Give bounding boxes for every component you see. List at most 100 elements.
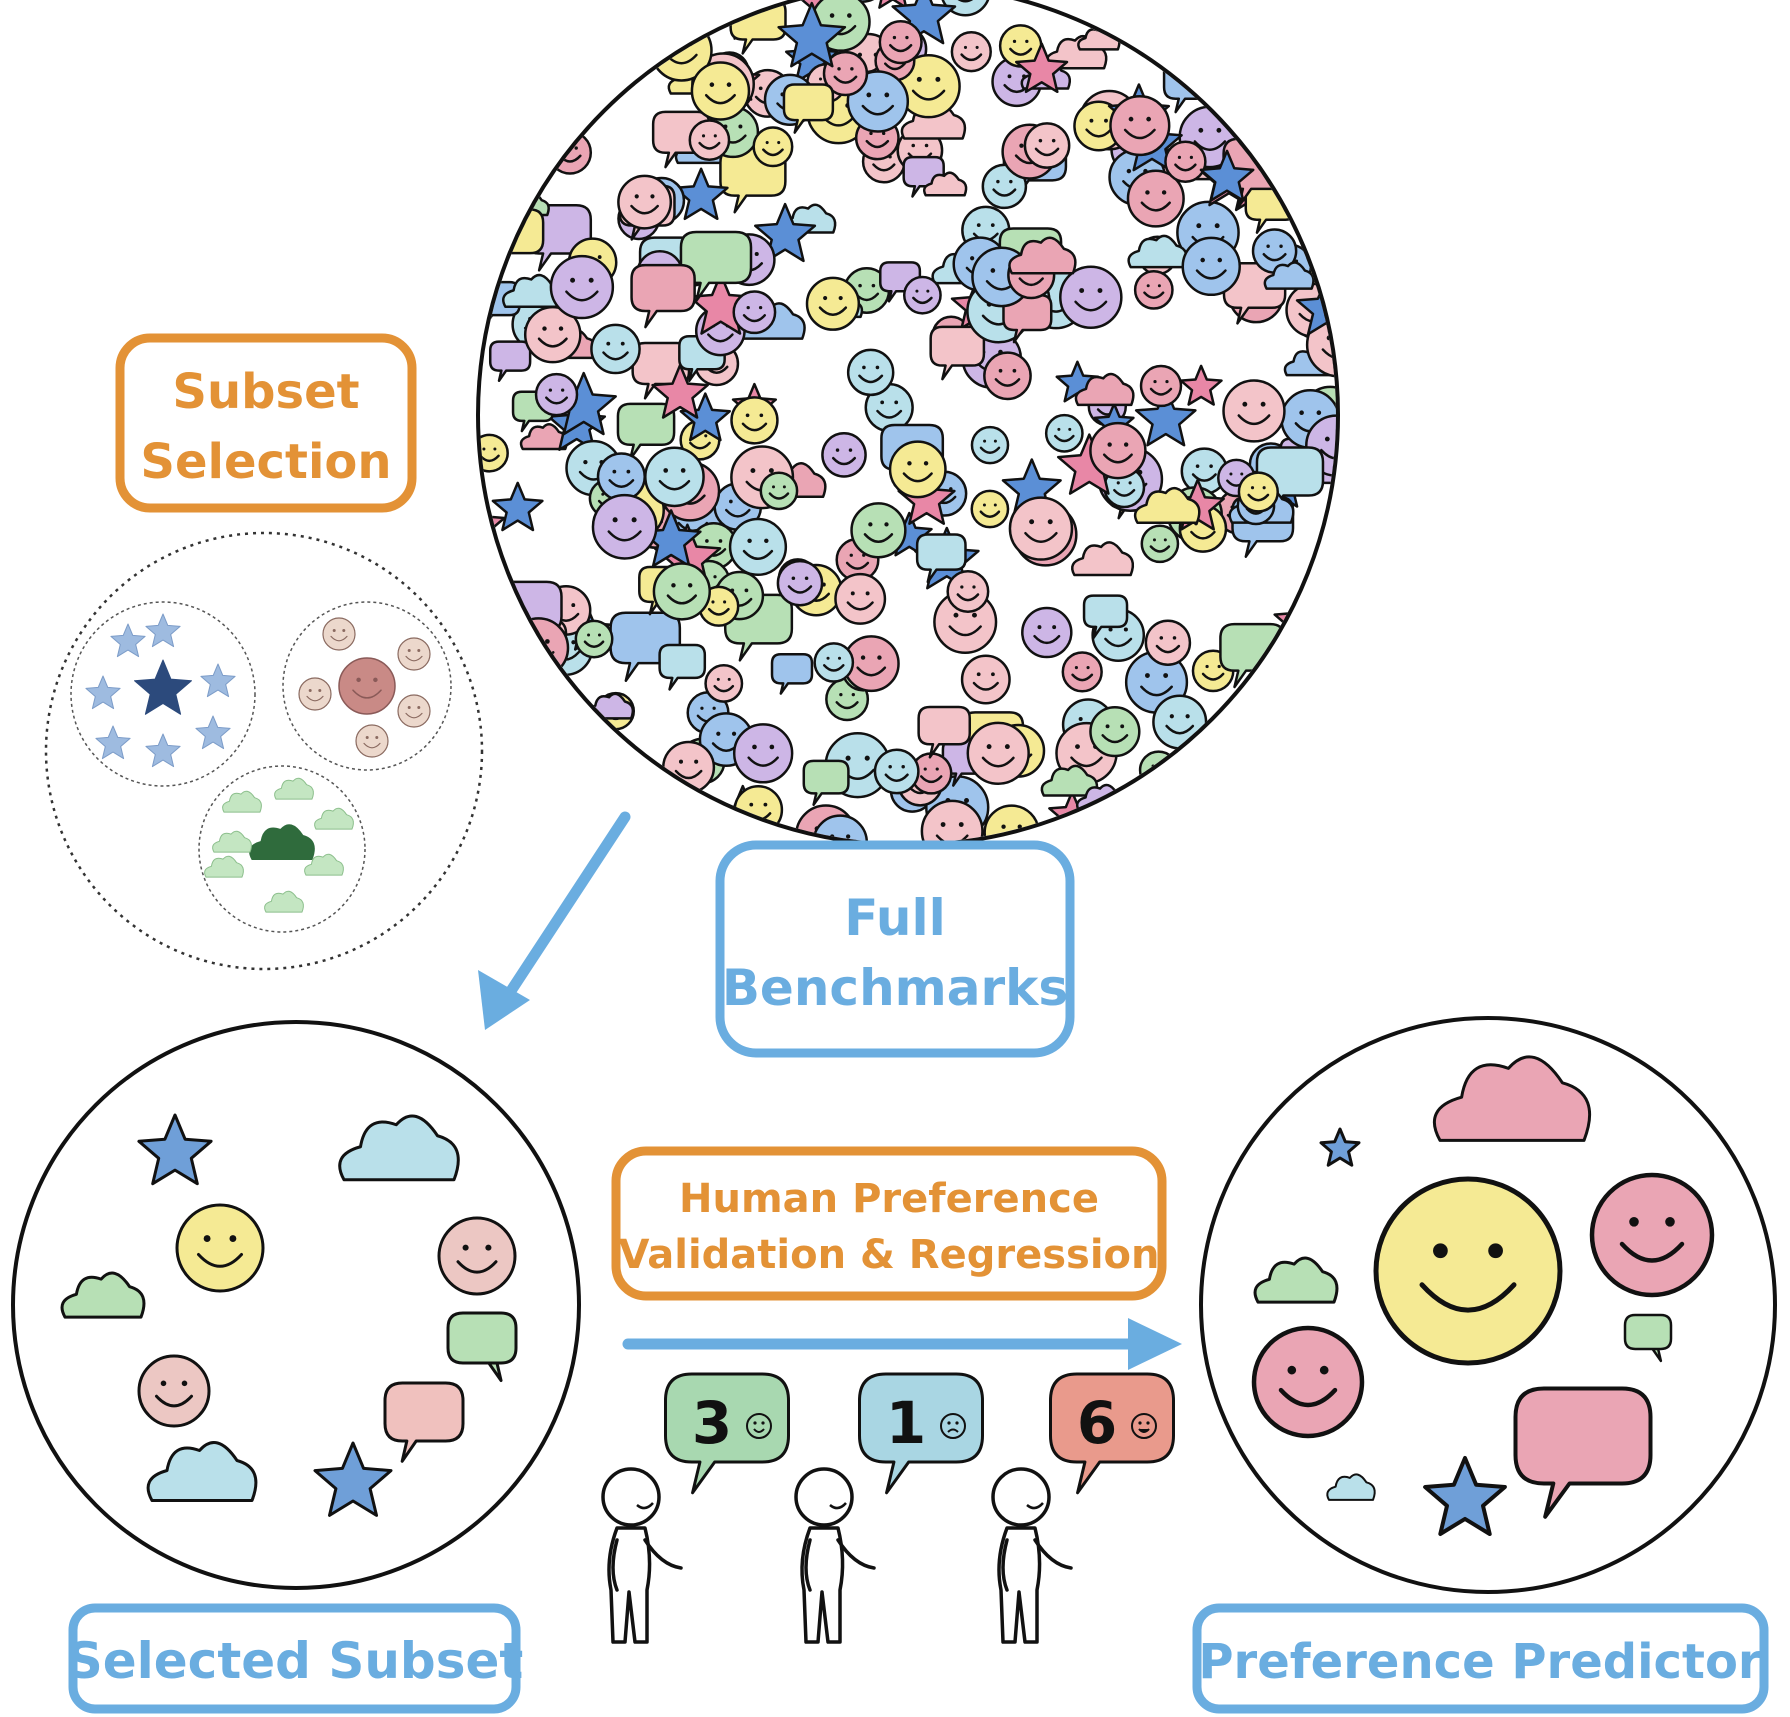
star-icon: [145, 733, 181, 768]
cloud-icon: [314, 807, 354, 830]
cloud-icon: [264, 890, 304, 913]
star-icon: [95, 725, 131, 760]
rating-bubble: 3: [664, 1372, 790, 1495]
preference-predictor-circle: [1199, 1016, 1777, 1594]
speech-bubble-icon: [902, 155, 945, 198]
smiley-icon: [688, 119, 731, 162]
smiley-icon: [1237, 471, 1279, 513]
smiley-icon: [590, 323, 641, 375]
speech-bubble-icon: [630, 263, 696, 329]
smiley-icon: [1126, 169, 1185, 228]
cloud-icon: [1326, 1473, 1376, 1501]
smiley-icon: [966, 721, 1030, 785]
smiley-icon: [644, 446, 705, 508]
smiley-icon: [805, 276, 861, 331]
smiley-icon: [752, 126, 794, 168]
smiley-icon: [1061, 651, 1103, 693]
rating-bubble: 6: [1049, 1372, 1175, 1495]
speech-bubble-icon: [770, 653, 814, 695]
smiley-icon: [175, 1203, 265, 1293]
person-icon: [601, 1467, 683, 1644]
star-icon: [1423, 1456, 1507, 1536]
smiley-icon: [842, 635, 900, 693]
cluster-illustration: [44, 531, 484, 971]
speech-bubble-icon: [1162, 59, 1218, 114]
rating-bubble: 1: [858, 1372, 984, 1495]
regression-arrow: [622, 1318, 1182, 1370]
speech-bubble-icon: [679, 230, 753, 303]
smiley-icon: [1589, 1172, 1715, 1298]
smiley-icon: [946, 569, 990, 613]
smiley-icon: [1008, 496, 1074, 561]
cloud-icon: [1008, 236, 1077, 275]
smiley-icon: [888, 440, 947, 499]
rating-score: 1: [886, 1389, 926, 1457]
smiley-icon: [704, 663, 744, 703]
smiley-icon: [821, 432, 867, 478]
smiley-icon: [873, 748, 920, 795]
smiley-icon: [732, 723, 794, 784]
smiley-icon: [846, 348, 895, 397]
smiley-icon: [1164, 140, 1207, 183]
star-icon: [134, 659, 192, 715]
full-benchmarks-line2: Benchmarks: [722, 959, 1068, 1017]
speech-bubble-icon: [481, 208, 545, 270]
cloud-icon: [1071, 541, 1135, 577]
speech-bubble-icon: [917, 705, 972, 759]
selection-arrow: [478, 811, 631, 1030]
speech-bubble-icon: [446, 1311, 518, 1382]
cloud-icon: [274, 777, 314, 800]
smiley-icon: [397, 694, 431, 728]
person-icon: [991, 1467, 1073, 1644]
smiley-icon: [1139, 364, 1183, 408]
smiley-icon: [690, 61, 751, 121]
smiley-icon: [591, 493, 658, 560]
subset-selection-line1: Subset: [172, 364, 359, 420]
smiley-icon: [652, 562, 711, 621]
smiley-icon: [1089, 421, 1147, 480]
smiley-icon: [920, 799, 984, 843]
star-icon: [1015, 42, 1069, 94]
smiley-icon: [523, 305, 582, 364]
speech-bubble-icon: [1082, 594, 1129, 640]
smiley-icon: [776, 559, 824, 607]
star-icon: [313, 1441, 393, 1517]
smiley-icon: [534, 372, 579, 417]
smiley-icon: [728, 517, 788, 577]
smiley-icon: [1181, 236, 1241, 297]
star-icon: [480, 502, 506, 543]
cloud-icon: [1127, 234, 1188, 269]
smiley-icon: [1109, 94, 1171, 157]
smiley-icon: [298, 677, 332, 711]
speech-bubble-icon: [915, 533, 967, 584]
smiley-icon: [1133, 269, 1174, 310]
smiley-icon: [759, 471, 799, 511]
speech-bubble-icon: [729, 0, 787, 55]
human-raters: 3 1 6: [601, 1372, 1175, 1644]
full-benchmarks-line1: Full: [844, 889, 946, 947]
smiley-icon: [596, 452, 646, 502]
smiley-icon: [549, 254, 615, 320]
smiley-icon: [480, 433, 509, 473]
star-icon: [1319, 1127, 1361, 1167]
smiley-icon: [338, 657, 396, 715]
smiley-icon: [850, 502, 907, 559]
smiley-icon: [1140, 524, 1180, 564]
cloud-icon: [1040, 764, 1099, 797]
star-icon: [110, 623, 146, 658]
smiley-icon: [970, 425, 1010, 465]
speech-bubble-icon: [664, 1372, 790, 1495]
smiley-icon: [822, 50, 869, 97]
speech-bubble-icon: [802, 759, 850, 806]
full-benchmark-pool: [476, 0, 1340, 847]
smiley-icon: [1152, 694, 1208, 750]
star-icon: [651, 363, 709, 419]
cloud-icon: [222, 790, 262, 813]
subset-selection-line2: Selection: [140, 434, 391, 490]
speech-bubble-icon: [858, 1372, 984, 1495]
smiley-icon: [1251, 1325, 1365, 1439]
selected-subset-text: Selected Subset: [67, 1632, 524, 1690]
smiley-icon: [730, 396, 779, 445]
smiley-icon: [574, 619, 614, 659]
speech-bubble-icon: [1623, 1313, 1673, 1363]
